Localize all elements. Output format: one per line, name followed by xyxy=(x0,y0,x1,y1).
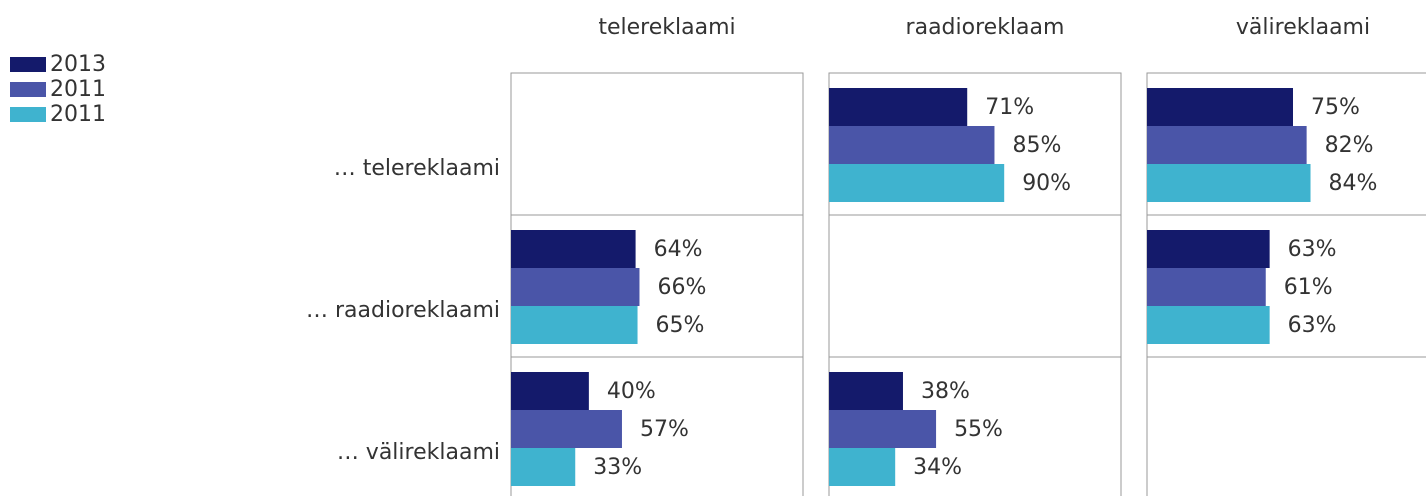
legend-swatch xyxy=(10,57,46,72)
bar xyxy=(511,372,589,410)
bar xyxy=(511,230,636,268)
bar xyxy=(1147,164,1311,202)
bar xyxy=(1147,306,1270,344)
bar xyxy=(829,448,896,486)
bar xyxy=(829,410,937,448)
value-label: 66% xyxy=(657,275,706,300)
bar xyxy=(829,164,1005,202)
bar xyxy=(1147,88,1293,126)
panel-cell xyxy=(510,72,804,216)
legend-label: 2013 xyxy=(50,52,106,77)
panel-title: telereklaami xyxy=(598,15,735,40)
value-label: 64% xyxy=(654,237,703,262)
bar xyxy=(511,306,638,344)
value-label: 61% xyxy=(1284,275,1333,300)
value-label: 84% xyxy=(1329,171,1378,196)
bar xyxy=(1147,268,1266,306)
bar xyxy=(511,268,640,306)
bar xyxy=(511,410,622,448)
bar xyxy=(829,126,995,164)
value-label: 34% xyxy=(913,455,962,480)
panel-title: välireklaami xyxy=(1236,15,1370,40)
value-label: 65% xyxy=(656,313,705,338)
panel-title: raadioreklaam xyxy=(906,15,1065,40)
value-label: 38% xyxy=(921,379,970,404)
row-label: … telereklaami xyxy=(334,156,500,181)
bar xyxy=(829,88,968,126)
value-label: 90% xyxy=(1022,171,1071,196)
legend-label: 2011 xyxy=(50,102,106,127)
bar xyxy=(1147,126,1307,164)
value-label: 71% xyxy=(985,95,1034,120)
bar xyxy=(1147,230,1270,268)
value-label: 40% xyxy=(607,379,656,404)
legend-label: 2011 xyxy=(50,77,106,102)
panel-cell xyxy=(828,214,1122,358)
legend-swatch xyxy=(10,82,46,97)
bar xyxy=(511,448,576,486)
bar xyxy=(829,372,903,410)
value-label: 82% xyxy=(1325,133,1374,158)
value-label: 57% xyxy=(640,417,689,442)
value-label: 33% xyxy=(593,455,642,480)
legend-swatch xyxy=(10,107,46,122)
value-label: 55% xyxy=(954,417,1003,442)
panel-cell xyxy=(1146,356,1426,496)
value-label: 63% xyxy=(1288,313,1337,338)
value-label: 85% xyxy=(1012,133,1061,158)
value-label: 63% xyxy=(1288,237,1337,262)
value-label: 75% xyxy=(1311,95,1360,120)
row-label: … välireklaami xyxy=(337,440,500,465)
row-label: … raadioreklaami xyxy=(306,298,500,323)
